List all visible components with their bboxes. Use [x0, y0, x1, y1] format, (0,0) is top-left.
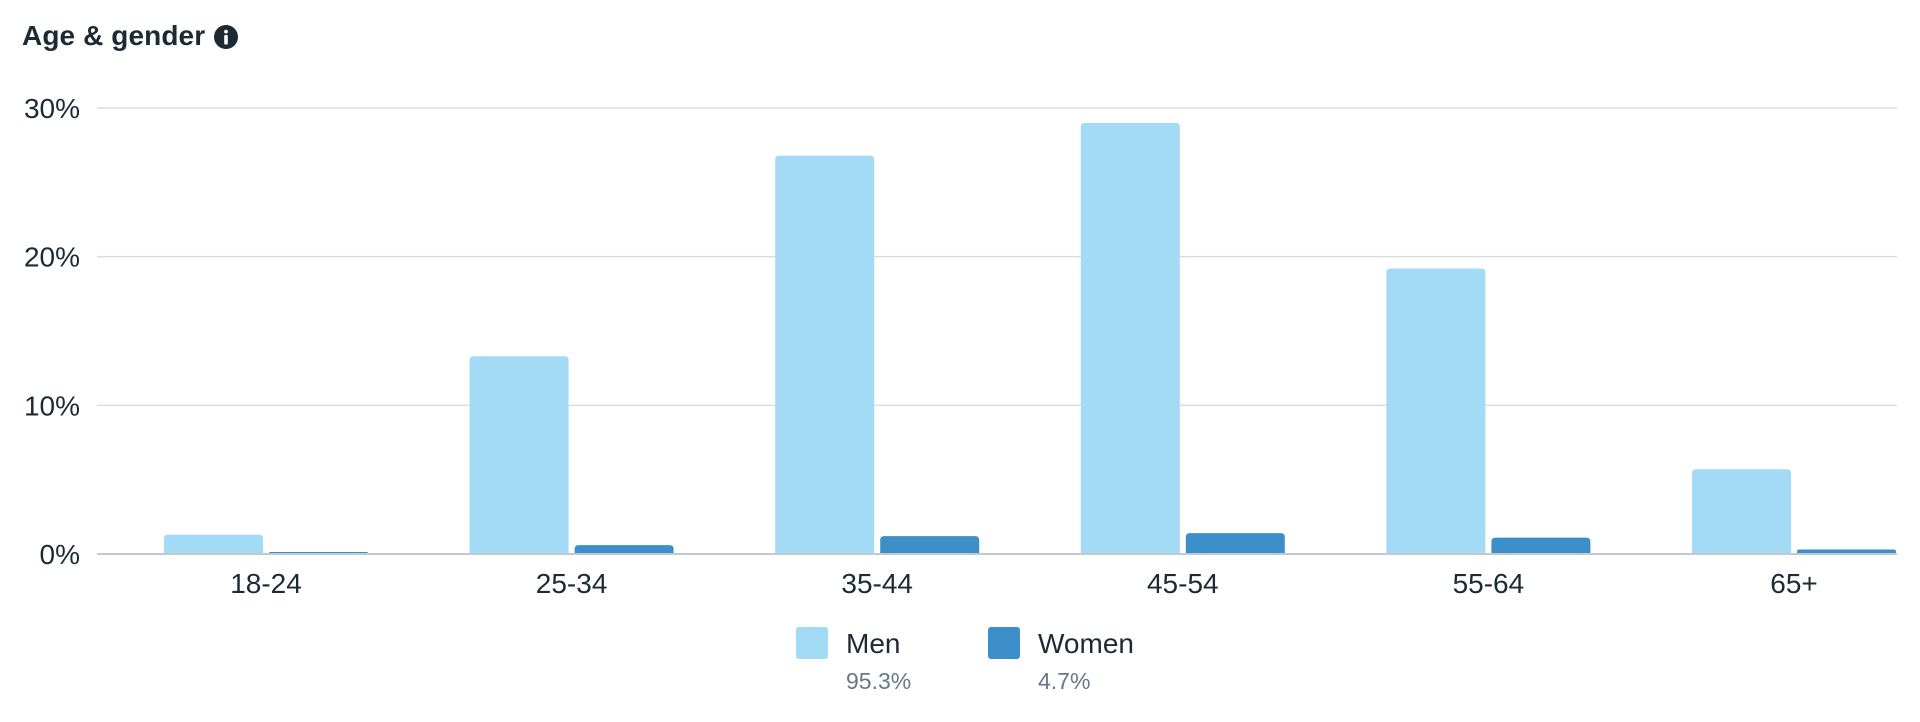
y-tick-label-20: 20% [24, 242, 80, 273]
chart-title: Age & gender [22, 20, 206, 51]
x-tick-label-55-64: 55-64 [1453, 568, 1525, 599]
legend-share-women: 4.7% [1038, 668, 1091, 694]
legend-swatch-women [988, 627, 1020, 659]
bar-men-18-24[interactable] [164, 534, 263, 554]
x-tick-label-65+: 65+ [1770, 568, 1818, 599]
legend-share-men: 95.3% [846, 668, 912, 694]
y-tick-label-0: 0% [40, 539, 80, 570]
bar-women-25-34[interactable] [574, 545, 674, 554]
bar-women-35-44[interactable] [880, 536, 980, 554]
y-tick-label-30: 30% [24, 93, 80, 124]
age-gender-bar-chart: 0% 10% 20% 30% 18-24 25-34 35-44 45-54 55-64 65+ [24, 93, 1897, 599]
bar-men-65+[interactable] [1692, 469, 1791, 554]
chart-legend: Men 95.3% Women 4.7% [0, 624, 1920, 714]
x-tick-label-35-44: 35-44 [841, 568, 913, 599]
chart-header: Age & gender [22, 20, 239, 52]
legend-label-men: Men [846, 628, 901, 659]
x-tick-label-25-34: 25-34 [536, 568, 608, 599]
bar-women-45-54[interactable] [1185, 533, 1285, 554]
legend-label-women: Women [1038, 628, 1134, 659]
x-tick-label-18-24: 18-24 [230, 568, 302, 599]
bar-men-55-64[interactable] [1386, 268, 1486, 554]
x-tick-label-45-54: 45-54 [1147, 568, 1219, 599]
legend-swatch-men [796, 627, 828, 659]
info-icon[interactable] [213, 24, 239, 50]
bar-men-25-34[interactable] [469, 356, 569, 554]
bar-men-35-44[interactable] [775, 155, 875, 554]
y-tick-label-10: 10% [24, 390, 80, 421]
bar-women-65+[interactable] [1797, 549, 1896, 554]
bar-women-55-64[interactable] [1491, 537, 1591, 554]
bar-men-45-54[interactable] [1080, 122, 1180, 554]
